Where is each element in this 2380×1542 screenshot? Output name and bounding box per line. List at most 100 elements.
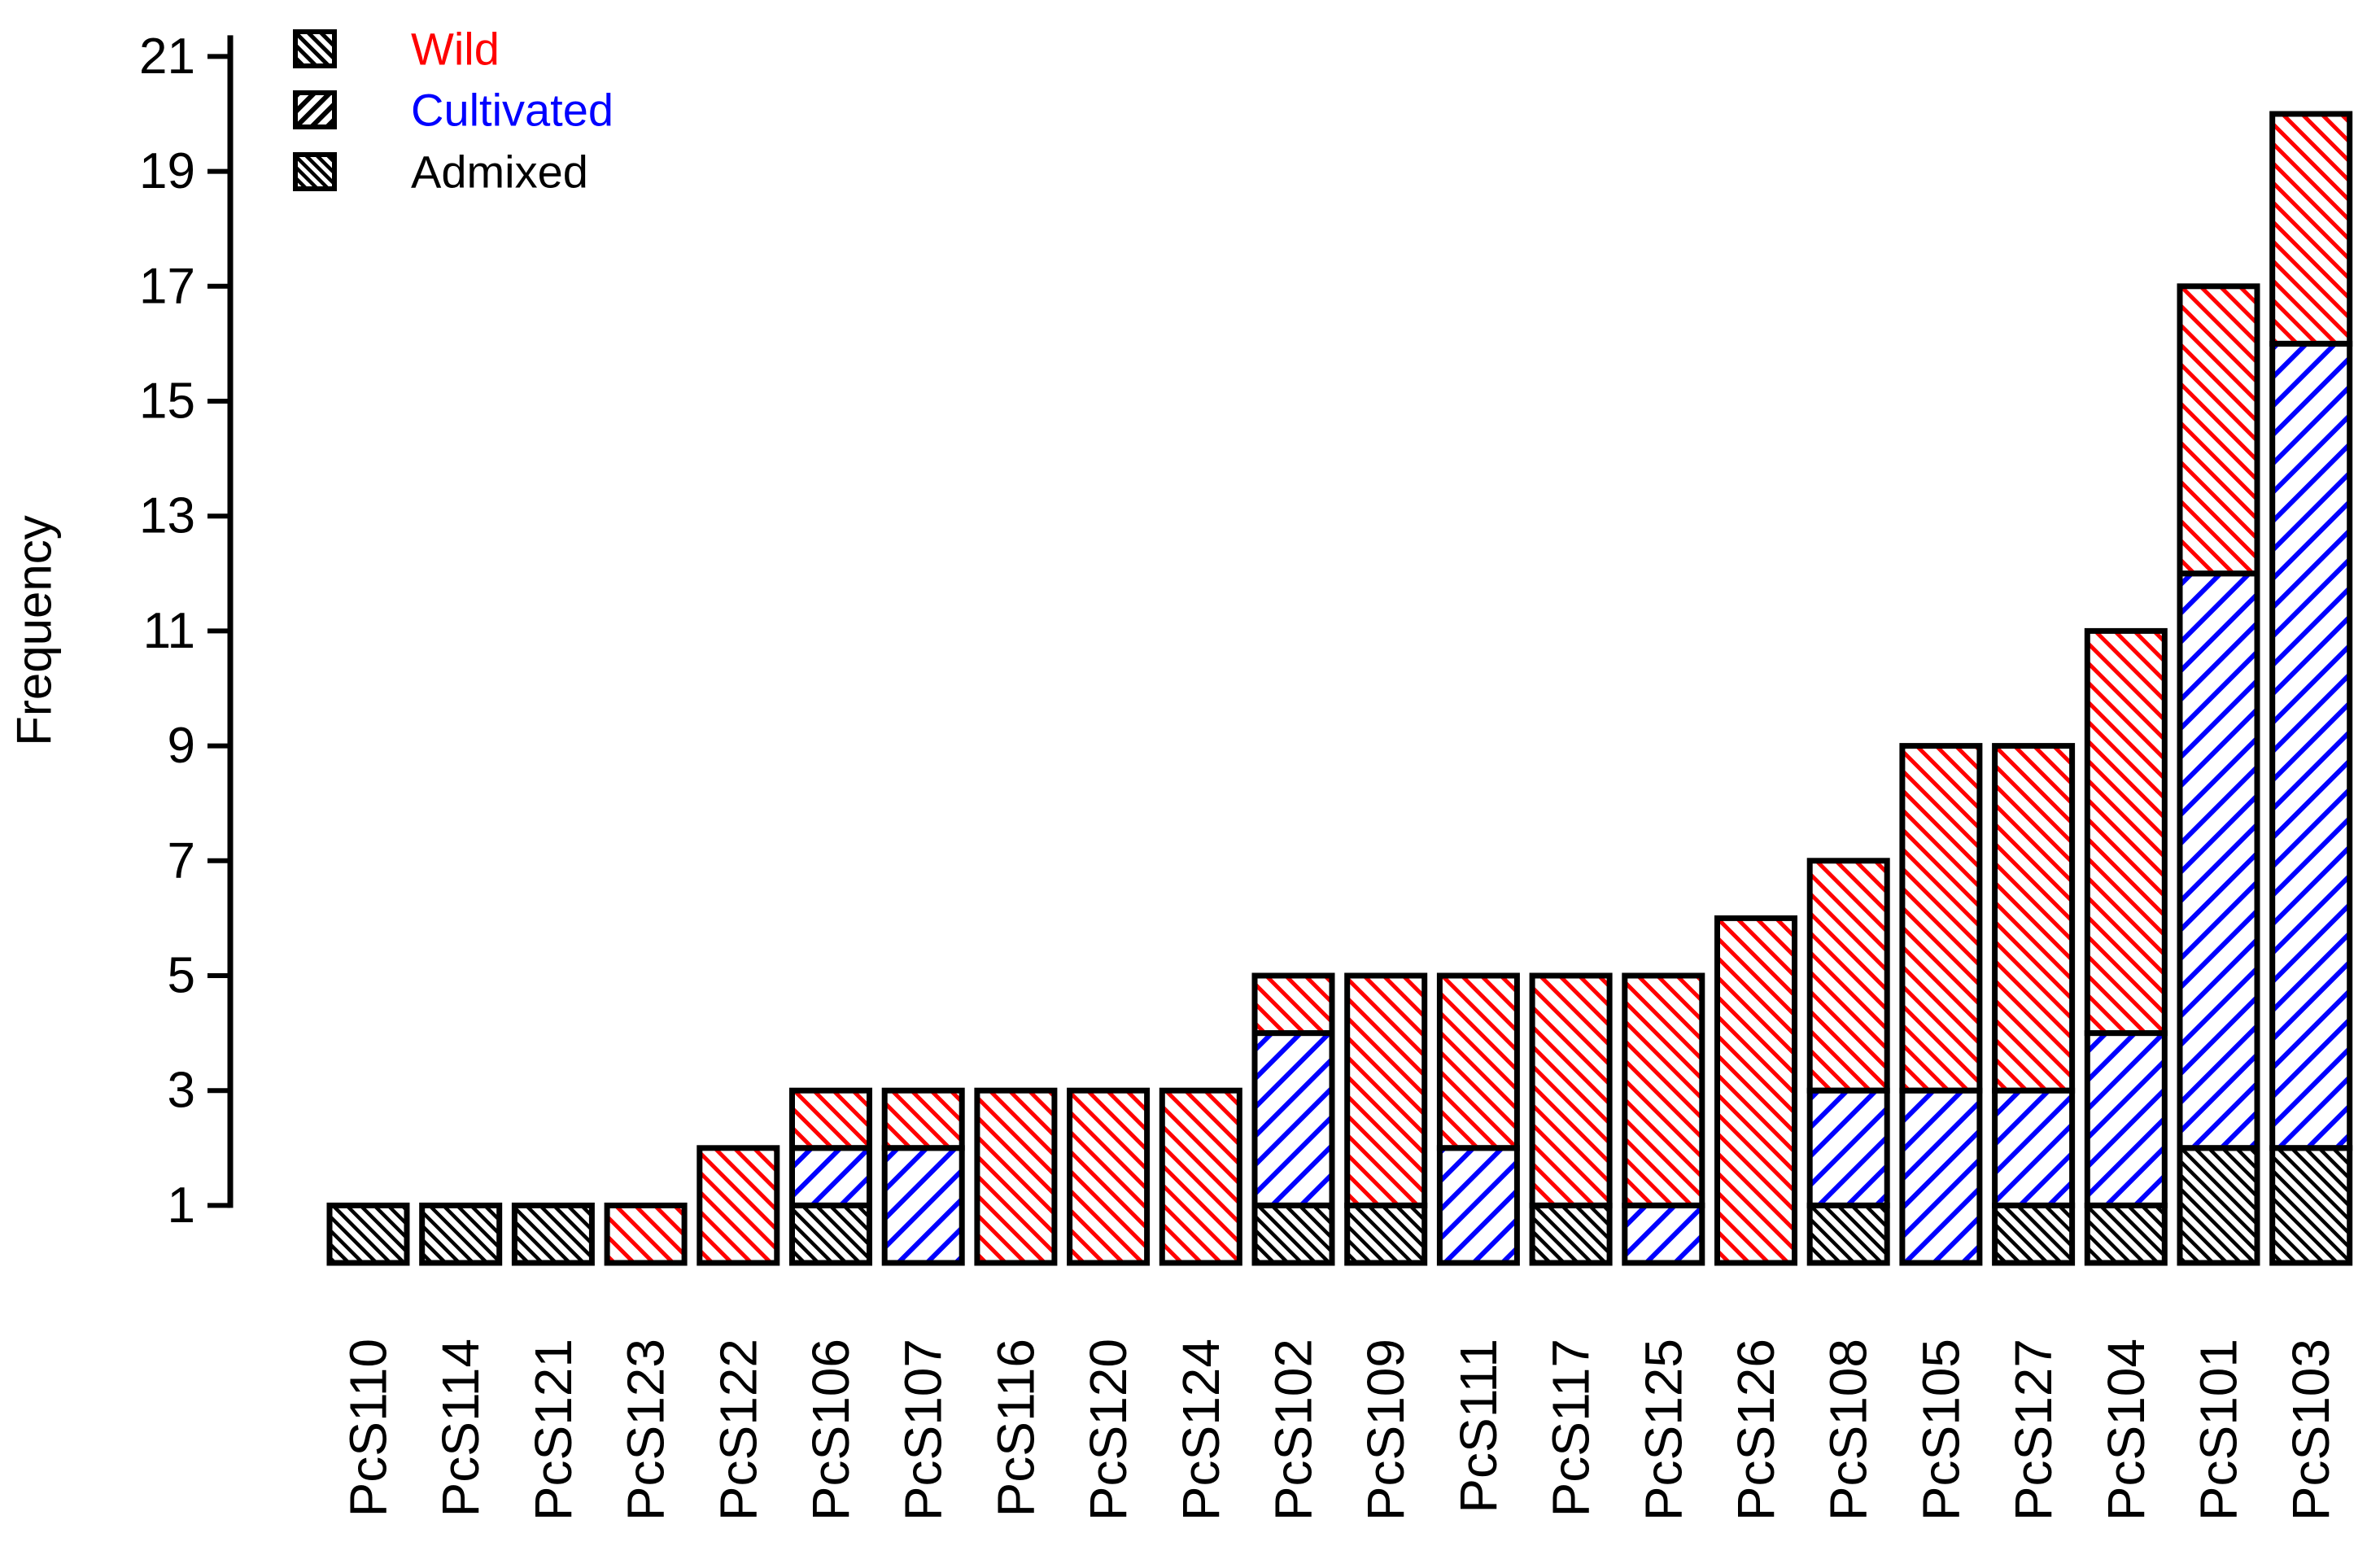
x-tick-label: PcS126 <box>1727 1339 1785 1521</box>
bar-segment-cultivated <box>2269 340 2353 1151</box>
bar-segment-wild <box>1436 972 1520 1151</box>
bar-segment-admixed <box>1344 1202 1428 1266</box>
y-axis-title: Frequency <box>7 515 62 745</box>
x-tick-label: PcS104 <box>2097 1339 2155 1521</box>
legend-swatch-cultivated-icon <box>293 90 337 129</box>
bar-segment-cultivated <box>1806 1087 1890 1208</box>
bar-PcS121 <box>511 1202 595 1266</box>
x-tick-label: PcS117 <box>1542 1339 1600 1517</box>
bar-PcS101 <box>2177 283 2260 1266</box>
legend-swatch-admixed-icon <box>293 152 337 191</box>
bar-PcS102 <box>1251 972 1335 1266</box>
bar-segment-wild <box>974 1087 1058 1266</box>
bar-PcS109 <box>1344 972 1428 1266</box>
bar-segment-cultivated <box>1992 1087 2076 1208</box>
bar-PcS123 <box>604 1202 688 1266</box>
bar-segment-wild <box>1251 972 1335 1037</box>
x-tick-label: PcS116 <box>986 1339 1045 1517</box>
bar-segment-admixed <box>2177 1145 2260 1266</box>
bar-segment-wild <box>2269 111 2353 347</box>
bar-segment-wild <box>1806 858 1890 1094</box>
bar-segment-cultivated <box>2084 1030 2168 1208</box>
bar-PcS120 <box>1067 1087 1151 1266</box>
bar-segment-admixed <box>1251 1202 1335 1266</box>
x-tick-label: PcS123 <box>617 1339 675 1521</box>
y-tick-label: 21 <box>139 28 195 85</box>
bar-segment-admixed <box>419 1202 503 1266</box>
bar-segment-wild <box>1344 972 1428 1208</box>
bars <box>326 111 2353 1266</box>
bar-segment-admixed <box>2269 1145 2353 1266</box>
bar-segment-admixed <box>1992 1202 2076 1266</box>
bar-segment-wild <box>1067 1087 1151 1266</box>
legend-label-admixed: Admixed <box>411 146 588 198</box>
bar-segment-admixed <box>789 1202 872 1266</box>
bar-segment-admixed <box>2084 1202 2168 1266</box>
x-tick-label: PcS106 <box>801 1339 860 1521</box>
x-tick-label: PcS102 <box>1264 1339 1323 1521</box>
x-tick-label: PcS103 <box>2282 1339 2340 1521</box>
bar-PcS122 <box>697 1145 780 1266</box>
legend-label-wild: Wild <box>411 24 500 75</box>
bar-PcS103 <box>2269 111 2353 1266</box>
x-tick-label: PcS125 <box>1634 1339 1692 1521</box>
legend: Wild Cultivated Admixed <box>293 24 614 198</box>
bar-PcS127 <box>1992 743 2076 1266</box>
y-tick-label: 17 <box>139 258 195 314</box>
bar-segment-wild <box>2177 283 2260 577</box>
y-tick-label: 11 <box>143 603 195 659</box>
y-tick-label: 3 <box>168 1063 195 1119</box>
bar-segment-wild <box>1714 915 1797 1266</box>
bar-segment-wild <box>697 1145 780 1266</box>
bar-segment-wild <box>789 1087 872 1151</box>
bar-PcS117 <box>1529 972 1613 1266</box>
bar-PcS107 <box>881 1087 965 1266</box>
bar-PcS106 <box>789 1087 872 1266</box>
bar-segment-cultivated <box>881 1145 965 1266</box>
x-tick-label: PcS121 <box>524 1339 583 1521</box>
bar-segment-admixed <box>1529 1202 1613 1266</box>
legend-label-cultivated: Cultivated <box>411 85 614 136</box>
bar-PcS116 <box>974 1087 1058 1266</box>
bar-PcS124 <box>1159 1087 1242 1266</box>
y-tick-label: 7 <box>168 832 195 889</box>
y-tick-label: 9 <box>168 718 195 774</box>
bar-segment-admixed <box>1806 1202 1890 1266</box>
x-tick-label: PcS110 <box>339 1339 398 1517</box>
bar-PcS104 <box>2084 627 2168 1266</box>
x-tick-label: PcS105 <box>1911 1339 1970 1521</box>
bar-PcS110 <box>326 1202 410 1266</box>
bar-PcS108 <box>1806 858 1890 1266</box>
y-tick-label: 15 <box>139 373 195 430</box>
x-tick-label: PcS109 <box>1356 1339 1415 1521</box>
bar-segment-wild <box>1992 743 2076 1094</box>
bar-segment-cultivated <box>1251 1030 1335 1208</box>
bar-segment-wild <box>1622 972 1705 1208</box>
bar-segment-wild <box>1529 972 1613 1208</box>
x-tick-label: PcS120 <box>1079 1339 1138 1521</box>
bar-segment-admixed <box>511 1202 595 1266</box>
x-tick-label: PcS111 <box>1449 1339 1508 1514</box>
x-tick-label: PcS101 <box>2190 1339 2248 1521</box>
bar-PcS105 <box>1899 743 1983 1266</box>
y-tick-label: 5 <box>168 948 195 1004</box>
y-tick-label: 19 <box>139 143 195 199</box>
bar-segment-wild <box>1899 743 1983 1094</box>
x-tick-label: PcS108 <box>1819 1339 1878 1521</box>
y-tick-label: 13 <box>139 488 195 544</box>
x-tick-label: PcS127 <box>2004 1339 2063 1521</box>
bar-PcS114 <box>419 1202 503 1266</box>
bar-segment-cultivated <box>1622 1202 1705 1266</box>
legend-swatch-wild-icon <box>293 29 337 68</box>
x-tick-label: PcS122 <box>709 1339 767 1521</box>
bar-segment-cultivated <box>789 1145 872 1208</box>
bar-PcS126 <box>1714 915 1797 1266</box>
x-tick-label: PcS107 <box>894 1339 953 1521</box>
bar-PcS111 <box>1436 972 1520 1266</box>
y-tick-label: 1 <box>168 1177 195 1234</box>
x-tick-label: PcS124 <box>1172 1339 1230 1521</box>
bar-segment-wild <box>2084 627 2168 1037</box>
